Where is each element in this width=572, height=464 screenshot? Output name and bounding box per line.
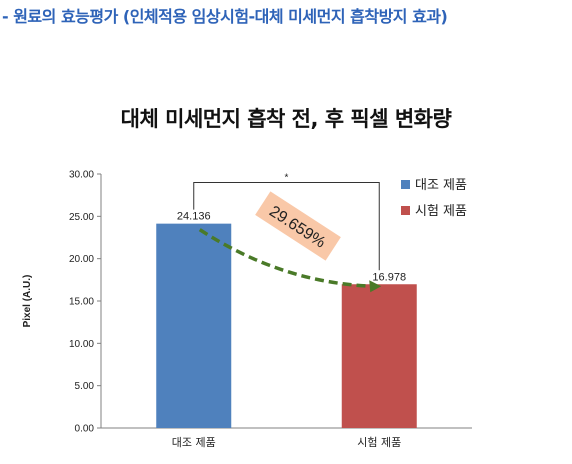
data-label: 24.136	[177, 211, 211, 223]
y-tick-label: 25.00	[69, 212, 94, 223]
change-annotation: 29.659%	[255, 191, 341, 261]
data-label: 16.978	[372, 271, 406, 283]
y-tick-label: 0.00	[75, 424, 95, 435]
significance-bracket	[193, 181, 380, 271]
chart-title: 대체 미세먼지 흡착 전, 후 픽셀 변화량	[120, 107, 452, 131]
x-tick-label: 대조 제품	[172, 436, 216, 449]
y-tick-label: 10.00	[69, 339, 94, 350]
legend-label: 시험 제품	[415, 204, 467, 219]
y-tick-label: 5.00	[75, 381, 95, 392]
legend-swatch	[401, 206, 410, 215]
change-annotation-box	[255, 191, 341, 261]
x-tick-label: 시험 제품	[357, 436, 401, 449]
bar	[341, 284, 417, 428]
trend-arrow-head	[369, 280, 382, 293]
bar	[156, 223, 232, 428]
y-tick-label: 20.00	[69, 254, 94, 265]
legend-label: 대조 제품	[415, 178, 467, 193]
y-tick-label: 30.00	[69, 170, 94, 181]
legend-swatch	[401, 180, 410, 189]
y-tick-label: 15.00	[69, 297, 94, 308]
significance-marker: *	[285, 172, 289, 183]
page-header: - 원료의 효능평가 (인체적용 임상시험-대체 미세먼지 흡착방지 효과)	[2, 7, 448, 26]
y-axis-label: Pixel (A.U.)	[22, 275, 33, 328]
